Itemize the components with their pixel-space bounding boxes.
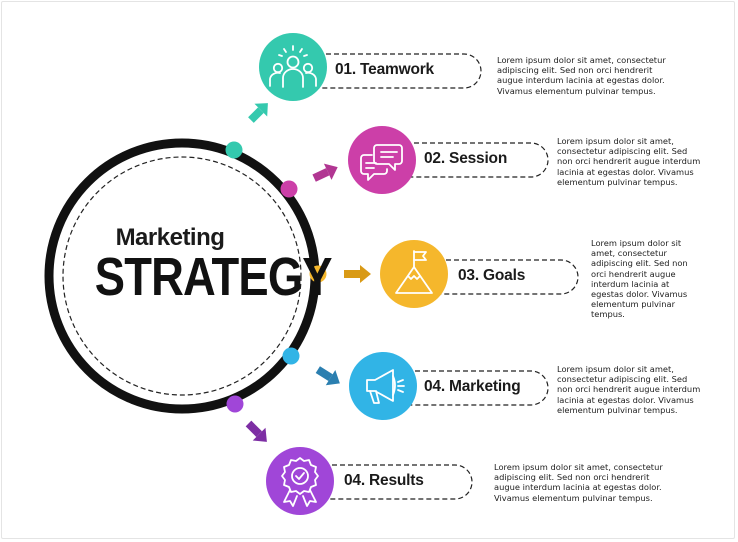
pill-marketing: [383, 370, 549, 406]
title-line-1: Marketing: [115, 224, 225, 251]
arrow-teamwork: [248, 103, 268, 123]
title-line-2: STRATEGY: [94, 247, 333, 307]
megaphone-icon: [366, 369, 405, 404]
teamwork-icon: [269, 45, 317, 88]
circle-marketing: [349, 352, 417, 420]
step-description-goals: Lorem ipsum dolor sit amet, consectetur …: [591, 238, 688, 320]
pill-session: [382, 142, 549, 178]
step-description-session: Lorem ipsum dolor sit amet, consectetur …: [557, 136, 701, 187]
ring-dot-marketing: [282, 347, 300, 365]
arrow-results: [245, 420, 267, 442]
arrow-goals: [344, 265, 371, 283]
ring-dot-teamwork: [225, 141, 243, 159]
pill-goals: [414, 259, 579, 295]
award-badge-icon: [281, 457, 319, 507]
chat-bubbles-icon: [360, 144, 403, 181]
ring-dot-results: [226, 395, 244, 413]
circle-session: [348, 126, 416, 194]
step-label-goals: 03. Goals: [458, 267, 526, 284]
step-label-marketing: 04. Marketing: [424, 378, 521, 395]
step-label-results: 04. Results: [344, 472, 424, 489]
step-description-results: Lorem ipsum dolor sit amet, consectetur …: [494, 462, 663, 503]
arrow-marketing: [315, 366, 340, 386]
pill-results: [300, 464, 473, 500]
ring-dot-session: [280, 180, 298, 198]
step-label-session: 02. Session: [424, 150, 508, 167]
pill-teamwork: [294, 53, 482, 89]
step-label-teamwork: 01. Teamwork: [335, 61, 434, 78]
mountain-flag-icon: [395, 250, 433, 294]
step-description-marketing: Lorem ipsum dolor sit amet, consectetur …: [557, 364, 701, 415]
ring-dot-goals: [309, 265, 327, 283]
inner-dashed-ring: [62, 156, 302, 396]
step-description-teamwork: Lorem ipsum dolor sit amet, consectetur …: [497, 55, 666, 96]
circle-results: [266, 447, 334, 515]
arrow-session: [312, 163, 338, 182]
